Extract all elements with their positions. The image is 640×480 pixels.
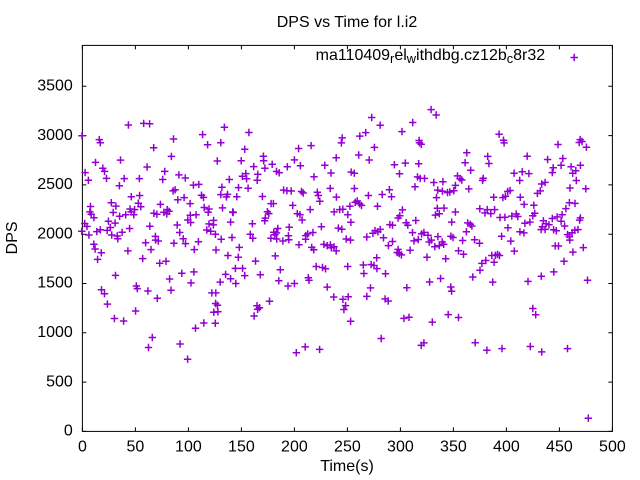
svg-text:DPS: DPS <box>4 221 21 254</box>
svg-text:3000: 3000 <box>37 127 73 144</box>
svg-text:250: 250 <box>334 438 361 455</box>
svg-text:3500: 3500 <box>37 78 73 95</box>
svg-text:2000: 2000 <box>37 225 73 242</box>
svg-text:300: 300 <box>387 438 414 455</box>
svg-text:0: 0 <box>78 438 87 455</box>
svg-text:350: 350 <box>440 438 467 455</box>
svg-text:DPS vs Time for l.i2: DPS vs Time for l.i2 <box>277 14 418 31</box>
svg-text:500: 500 <box>46 373 73 390</box>
svg-text:400: 400 <box>493 438 520 455</box>
svg-text:500: 500 <box>599 438 626 455</box>
svg-text:2500: 2500 <box>37 176 73 193</box>
svg-text:100: 100 <box>175 438 202 455</box>
svg-text:0: 0 <box>64 423 73 440</box>
svg-text:1500: 1500 <box>37 275 73 292</box>
svg-text:1000: 1000 <box>37 324 73 341</box>
svg-text:Time(s): Time(s) <box>320 458 374 475</box>
svg-text:50: 50 <box>127 438 145 455</box>
svg-text:ma110409relwithdbg.cz12bc8r32: ma110409relwithdbg.cz12bc8r32 <box>316 47 546 66</box>
svg-text:450: 450 <box>546 438 573 455</box>
svg-text:200: 200 <box>281 438 308 455</box>
svg-text:150: 150 <box>228 438 255 455</box>
